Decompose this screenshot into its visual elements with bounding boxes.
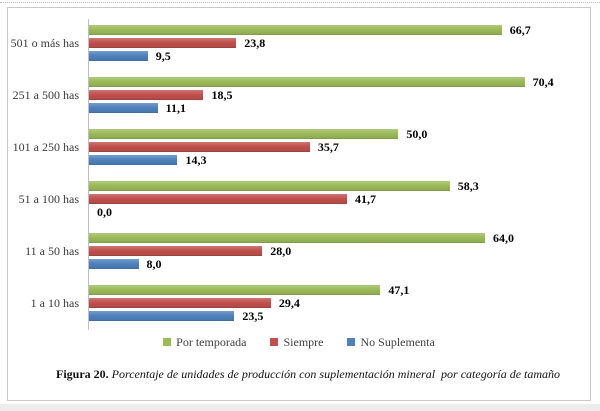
bar-value-label: 11,1: [165, 100, 187, 115]
bar-row: 70,4: [89, 74, 584, 89]
bar-value-label: 9,5: [155, 48, 171, 63]
caption-text: Porcentaje de unidades de producción con…: [108, 367, 561, 381]
bar-por-temporada: [89, 285, 381, 295]
bar-row: 66,7: [89, 22, 584, 37]
bar-row: 0,0: [89, 204, 584, 219]
bar-row: 23,8: [89, 35, 584, 50]
category-label: 501 o más has: [10, 35, 79, 50]
bar-group: 47,1 29,4 23,5: [89, 282, 584, 323]
bar-por-temporada: [89, 77, 525, 87]
bar-siempre: [89, 298, 271, 308]
bar-siempre: [89, 194, 348, 204]
legend-item-por-temporada: Por temporada: [163, 335, 246, 350]
category-label: 101 a 250 has: [12, 139, 79, 154]
bar-no-suplementa: [89, 51, 148, 61]
bar-group: 50,0 35,7 14,3: [89, 126, 584, 167]
bar-por-temporada: [89, 25, 502, 35]
bar-value-label: 8,0: [146, 256, 162, 271]
page-top-divider: [0, 2, 600, 3]
y-axis-line: [88, 19, 89, 330]
legend-swatch-icon: [347, 338, 356, 346]
figure-caption: Figura 20. Porcentaje de unidades de pro…: [8, 367, 590, 382]
category-group: 101 a 250 has 50,0 35,7 14,3: [8, 126, 590, 167]
bar-row: 64,0: [89, 230, 584, 245]
bar-row: 35,7: [89, 139, 584, 154]
bar-siempre: [89, 246, 263, 256]
bar-row: 8,0: [89, 256, 584, 271]
bar-group: 64,0 28,0 8,0: [89, 230, 584, 271]
legend-label: Siempre: [283, 334, 324, 349]
legend-swatch-icon: [270, 338, 279, 346]
chart-legend: Por temporada Siempre No Suplementa: [8, 334, 590, 350]
bar-value-label: 23,5: [242, 308, 264, 323]
bar-row: 47,1: [89, 282, 584, 297]
bar-value-label: 35,7: [317, 139, 339, 154]
category-group: 11 a 50 has 64,0 28,0 8,0: [8, 230, 590, 271]
bar-row: 9,5: [89, 48, 584, 63]
legend-label: No Suplementa: [360, 334, 435, 349]
bar-value-label: 41,7: [355, 191, 377, 206]
category-group: 51 a 100 has 58,3 41,7 0,0: [8, 178, 590, 219]
category-group: 1 a 10 has 47,1 29,4 23,5: [8, 282, 590, 323]
bar-value-label: 66,7: [509, 22, 531, 37]
category-group: 251 a 500 has 70,4 18,5 11,1: [8, 74, 590, 115]
bar-row: 58,3: [89, 178, 584, 193]
bar-value-label: 70,4: [532, 74, 554, 89]
bar-value-label: 23,8: [244, 35, 266, 50]
legend-label: Por temporada: [176, 334, 247, 349]
bar-row: 29,4: [89, 295, 584, 310]
category-group: 501 o más has 66,7 23,8 9,5: [8, 22, 590, 63]
legend-item-no-suplementa: No Suplementa: [347, 334, 435, 350]
bar-row: 18,5: [89, 87, 584, 102]
bar-value-label: 28,0: [270, 243, 292, 258]
bar-chart: 501 o más has 66,7 23,8 9,5 251 a 500 has 70,…: [8, 8, 590, 350]
bar-row: 28,0: [89, 243, 584, 258]
bar-value-label: 50,0: [406, 126, 428, 141]
bar-value-label: 18,5: [211, 87, 233, 102]
bar-row: 14,3: [89, 152, 584, 167]
bar-siempre: [89, 38, 237, 48]
bar-no-suplementa: [89, 311, 235, 321]
bar-siempre: [89, 142, 310, 152]
category-label: 1 a 10 has: [30, 295, 79, 310]
caption-figure-number: Figura 20.: [56, 367, 109, 381]
bar-no-suplementa: [89, 155, 178, 165]
bar-por-temporada: [89, 233, 485, 243]
bar-row: 41,7: [89, 191, 584, 206]
category-label: 51 a 100 has: [18, 191, 79, 206]
bar-value-label: 47,1: [388, 282, 410, 297]
category-label: 251 a 500 has: [12, 87, 79, 102]
bar-value-label: 29,4: [278, 295, 300, 310]
bar-por-temporada: [89, 181, 450, 191]
bar-siempre: [89, 90, 204, 100]
bar-group: 66,7 23,8 9,5: [89, 22, 584, 63]
bar-value-label: 64,0: [493, 230, 514, 245]
bar-no-suplementa: [89, 103, 158, 113]
figure-box: 501 o más has 66,7 23,8 9,5 251 a 500 has 70,…: [7, 7, 591, 401]
bar-row: 23,5: [89, 308, 584, 323]
bar-group: 70,4 18,5 11,1: [89, 74, 584, 115]
category-label: 11 a 50 has: [25, 243, 79, 258]
bar-group: 58,3 41,7 0,0: [89, 178, 584, 219]
legend-swatch-icon: [163, 338, 172, 346]
bar-no-suplementa: [89, 259, 139, 269]
bar-value-label: 0,0: [97, 204, 112, 219]
bar-row: 50,0: [89, 126, 584, 141]
plot-area: 501 o más has 66,7 23,8 9,5 251 a 500 has 70,…: [8, 19, 590, 330]
bar-value-label: 14,3: [185, 152, 207, 167]
bar-value-label: 58,3: [457, 178, 479, 193]
legend-item-siempre: Siempre: [270, 335, 323, 350]
bar-row: 11,1: [89, 100, 584, 115]
page-bottom-strip: [0, 404, 600, 411]
bar-por-temporada: [89, 129, 399, 139]
